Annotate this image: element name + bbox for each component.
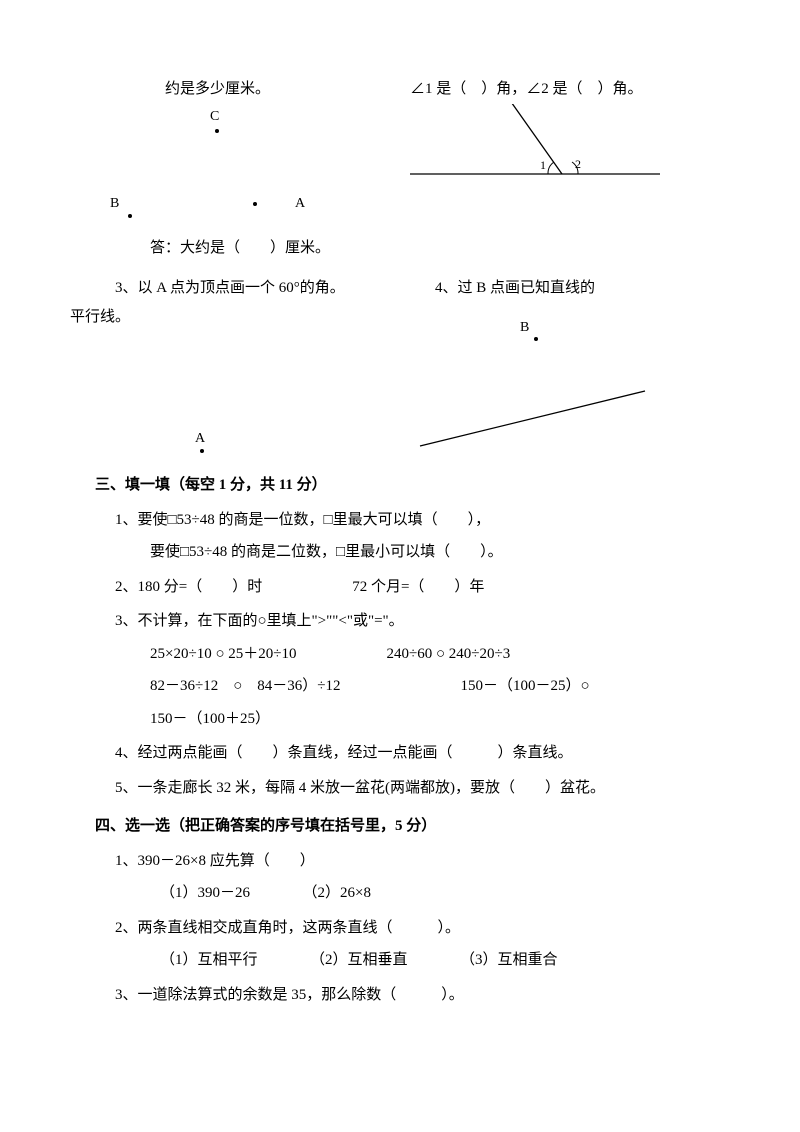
sec3-item-4: 25×20÷10 ○ 25＋20÷10 240÷60 ○ 240÷20÷3 [150,640,705,669]
point-a-label: A [295,191,305,218]
point-a-dot [253,202,257,206]
sec4-q3-stem: 3、一道除法算式的余数是 35，那么除数（ ）。 [115,981,705,1010]
q4-line [420,391,645,446]
q4-diagram: B [405,331,705,461]
sec3-item-7: 4、经过两点能画（ ）条直线，经过一点能画（ ）条直线。 [115,739,705,768]
sec3-item-3: 3、不计算，在下面的○里填上">""<"或"="。 [115,607,705,636]
top-row: 约是多少厘米。 C B A 答：大约是（ ）厘米。 ∠1 是（ ）角，∠2 是（… [95,75,705,262]
point-b-label: B [110,191,119,218]
sec3-item-1: 要使□53÷48 的商是二位数，□里最小可以填（ ）。 [150,538,705,567]
q2-text: ∠1 是（ ）角，∠2 是（ ）角。 [410,75,705,104]
q4-text: 4、过 B 点画已知直线的 [435,274,705,303]
q4-b-dot [534,337,538,341]
sec4-q2-opts: （1）互相平行 （2）互相垂直 （3）互相重合 [160,946,705,975]
q3-q4-diagrams: A B [95,331,705,461]
angle1-label: 1 [540,154,546,177]
q1-area: 约是多少厘米。 C B A 答：大约是（ ）厘米。 [95,75,390,262]
q2-area: ∠1 是（ ）角，∠2 是（ ）角。 1 2 [410,75,705,262]
q3-a-dot [200,449,204,453]
q4-line-svg [415,386,665,476]
q1-line1: 约是多少厘米。 [165,75,390,104]
sec3-item-8: 5、一条走廊长 32 米，每隔 4 米放一盆花(两端都放)，要放（ ）盆花。 [115,774,705,803]
sec3-item-0: 1、要使□53÷48 的商是一位数，□里最大可以填（ ）， [115,506,705,535]
q3-text: 3、以 A 点为顶点画一个 60°的角。 [115,274,405,303]
sec4-q1-opts: （1）390－26 （2）26×8 [160,879,705,908]
q1-diagram: C B A [95,104,390,234]
q3-diagram: A [95,331,405,461]
arc1 [548,162,554,174]
point-b-dot [128,214,132,218]
sec4-q2-stem: 2、两条直线相交成直角时，这两条直线（ ）。 [115,914,705,943]
q2-diagram: 1 2 [410,104,705,234]
point-c-label: C [210,104,219,131]
sec4-title: 四、选一选（把正确答案的序号填在括号里，5 分） [95,812,705,841]
q3-q4-row: 3、以 A 点为顶点画一个 60°的角。 4、过 B 点画已知直线的 [95,274,705,303]
sec4-q1-stem: 1、390－26×8 应先算（ ） [115,847,705,876]
q3-area: 3、以 A 点为顶点画一个 60°的角。 [95,274,405,303]
q4-b-label: B [520,315,529,342]
sec3-item-6: 150－（100＋25） [150,705,705,734]
sec3-item-5: 82－36÷12 ○ 84－36）÷12 150－（100－25）○ [150,672,705,701]
q4-area: 4、过 B 点画已知直线的 [405,274,705,303]
q1-answer: 答：大约是（ ）厘米。 [150,234,390,263]
q4-text2: 平行线。 [70,303,705,332]
point-c-dot [215,129,219,133]
angle2-label: 2 [575,153,581,176]
sec3-item-2: 2、180 分=（ ）时 72 个月=（ ）年 [115,573,705,602]
